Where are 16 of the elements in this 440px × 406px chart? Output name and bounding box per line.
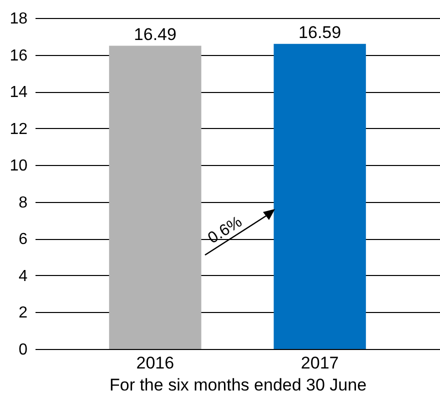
data-label: 16.49	[134, 24, 176, 44]
y-tick-label: 0	[18, 342, 28, 358]
y-tick-label: 2	[18, 304, 28, 322]
y-tick-label: 12	[10, 120, 28, 138]
annotation: 0.6%	[205, 214, 246, 248]
y-tick-label: 10	[10, 158, 28, 175]
x-axis-title: For the six months ended 30 June	[109, 376, 367, 394]
x-tick-label: 2017	[300, 354, 339, 372]
y-tick-label: 6	[18, 231, 28, 248]
y-tick-label: 18	[10, 10, 28, 28]
data-label: 16.59	[298, 22, 342, 42]
y-tick-label: 8	[18, 194, 28, 212]
y-tick-label: 4	[18, 268, 28, 285]
y-tick-label: 14	[10, 84, 28, 102]
x-tick-label: 2016	[136, 354, 174, 372]
y-tick-label: 16	[10, 47, 28, 64]
